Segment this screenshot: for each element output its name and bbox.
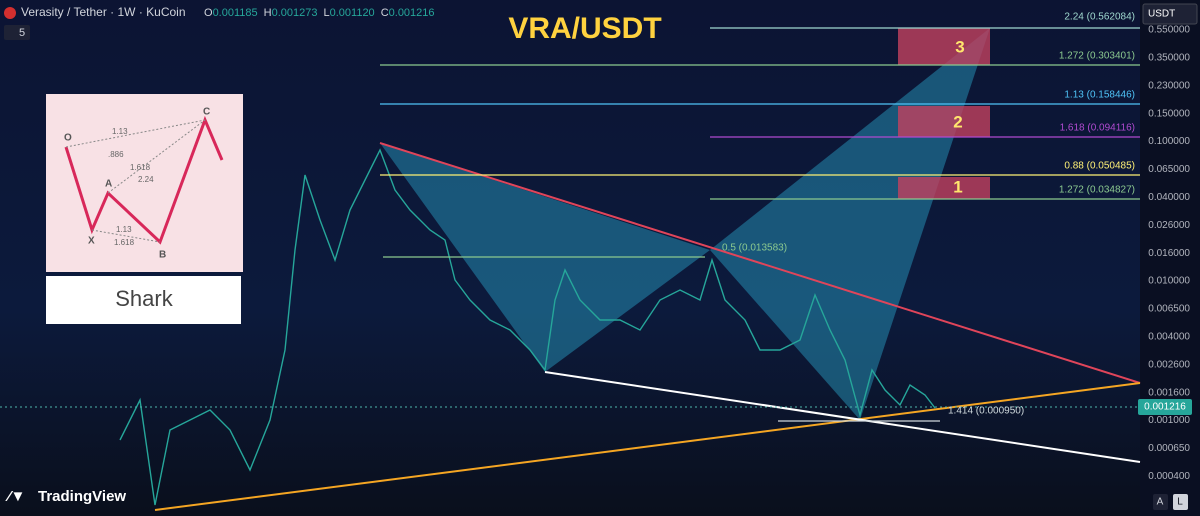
price-axis-label: 0.100000 [1148, 136, 1190, 147]
log-scale-button[interactable] [1173, 494, 1188, 510]
price-axis-label: 0.006500 [1148, 304, 1190, 315]
pattern-point: X [88, 236, 95, 247]
target-box [898, 177, 990, 199]
pattern-ratio: 2.24 [138, 175, 154, 184]
ohlc: O0.001185 H0.001273 L0.001120 C0.001216 [204, 7, 435, 19]
price-axis-label: 0.000400 [1148, 471, 1190, 482]
price-axis-label: 0.550000 [1148, 25, 1190, 36]
pattern-ratio-line [107, 119, 206, 194]
price-path [119, 148, 936, 506]
pattern-name: Shark [115, 286, 173, 311]
branding: TradingView [38, 488, 126, 505]
fib-level-label: 1.414 (0.000950) [948, 406, 1024, 417]
pattern-ratio: 1.618 [130, 163, 151, 172]
button-label: L [1177, 497, 1183, 508]
ohlc-key: O [204, 7, 213, 19]
ohlc-value: 0.001185 [213, 7, 258, 19]
lower-line [544, 371, 1141, 463]
price-axis-label: 0.040000 [1148, 192, 1190, 203]
pattern-point: B [159, 250, 166, 261]
pattern-ratio-line [91, 229, 161, 243]
target-label: 2 [953, 112, 962, 131]
target-box [898, 106, 990, 137]
price-axis-label: 0.004000 [1148, 332, 1190, 343]
resistance-line [379, 142, 1141, 384]
support-line [154, 382, 1141, 511]
fib-level-label: 1.618 (0.094116) [1060, 123, 1135, 134]
current-price-tag [1138, 399, 1192, 415]
ohlc-key: L [323, 7, 329, 19]
indicator-toggle[interactable] [4, 25, 30, 40]
fib-level-label: 1.13 (0.158446) [1064, 90, 1135, 101]
ohlc-key: C [381, 7, 389, 19]
price-axis-label: 0.065000 [1148, 164, 1190, 175]
target-label: 3 [955, 37, 964, 56]
price-axis-label: 0.001600 [1148, 387, 1190, 398]
auto-scale-button[interactable] [1153, 494, 1168, 510]
ohlc-key: H [264, 7, 272, 19]
pattern-name-box [46, 276, 241, 324]
current-price: 0.001216 [1144, 402, 1186, 413]
price-axis-bg [1140, 0, 1200, 516]
currency: USDT [1148, 9, 1175, 20]
target-label: 1 [953, 177, 962, 196]
fib-level-label: 1.272 (0.303401) [1059, 51, 1135, 62]
pattern-ratio: .886 [108, 150, 124, 159]
fib-level-label: 0.5 (0.013583) [722, 243, 787, 254]
price-axis-label: 0.010000 [1148, 276, 1190, 287]
logo-mark: ⁄▼ [5, 488, 25, 505]
pattern-ratio: 1.13 [112, 127, 128, 136]
pattern-point: A [105, 179, 112, 190]
pattern-ratio-line [65, 119, 206, 148]
price-axis-label: 0.230000 [1148, 80, 1190, 91]
price-axis-label: 0.150000 [1148, 108, 1190, 119]
ohlc-value: 0.001216 [389, 7, 435, 19]
pattern-point: C [203, 107, 210, 118]
indicator-count: 5 [19, 27, 25, 39]
fib-level-label: 2.24 (0.562084) [1064, 12, 1135, 23]
price-axis-label: 0.002600 [1148, 359, 1190, 370]
price-axis-label: 0.001000 [1148, 415, 1190, 426]
price-axis-label: 0.026000 [1148, 220, 1190, 231]
price-axis-label: 0.000650 [1148, 443, 1190, 454]
chart-title: VRA/USDT [508, 12, 661, 45]
button-label: A [1157, 497, 1164, 508]
ohlc-value: 0.001120 [330, 7, 375, 19]
pattern-point: O [64, 133, 72, 144]
symbol-icon [4, 7, 16, 19]
currency-selector[interactable] [1142, 3, 1198, 25]
target-box [898, 28, 990, 65]
pattern-shape [64, 115, 224, 245]
ohlc-value: 0.001273 [272, 7, 318, 19]
pattern-ratio: 1.13 [116, 225, 132, 234]
price-axis-label: 0.350000 [1148, 53, 1190, 64]
symbol: Verasity / Tether · 1W · KuCoin [21, 5, 186, 19]
fib-level-label: 1.272 (0.034827) [1059, 185, 1135, 196]
fib-level-label: 0.88 (0.050485) [1064, 161, 1135, 172]
pattern-ratio: 1.618 [114, 238, 135, 247]
price-axis-label: 0.016000 [1148, 248, 1190, 259]
